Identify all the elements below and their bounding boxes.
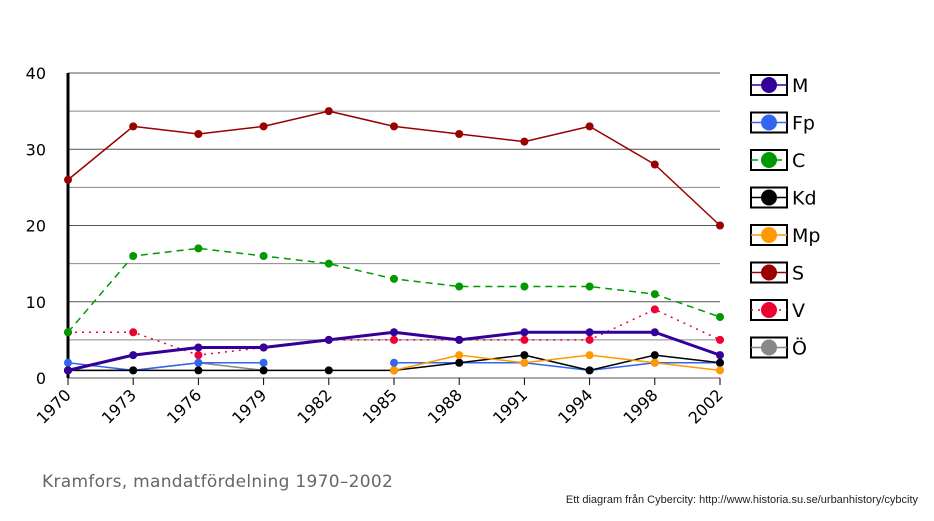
data-point-kd <box>129 366 138 375</box>
data-point-c <box>390 274 398 283</box>
x-tick-label: 1988 <box>424 385 466 427</box>
legend-label-s: S <box>792 263 804 285</box>
y-tick-label: 0 <box>36 369 46 388</box>
chart-caption: Kramfors, mandatfördelning 1970–2002 <box>42 472 394 492</box>
y-tick-label: 20 <box>26 217 46 236</box>
data-point-c <box>324 259 333 268</box>
data-point-v <box>585 335 594 344</box>
x-tick-label: 1982 <box>293 385 335 427</box>
legend-marker-mp <box>761 227 777 243</box>
data-point-c <box>194 244 203 253</box>
data-point-m <box>390 328 398 337</box>
legend-label-kd: Kd <box>792 188 817 210</box>
data-point-m <box>194 343 203 352</box>
data-point-c <box>129 252 138 260</box>
data-point-mp <box>585 351 594 360</box>
data-point-c <box>520 282 529 291</box>
source-credit: Ett diagram från Cybercity: http://www.h… <box>565 494 918 506</box>
x-tick-label: 1973 <box>98 385 140 427</box>
legend-label-c: C <box>792 150 805 172</box>
data-point-s <box>194 130 203 138</box>
data-point-m <box>585 328 594 337</box>
data-point-kd <box>650 351 659 360</box>
x-tick-label: 1985 <box>359 385 401 427</box>
data-point-m <box>520 328 529 337</box>
data-point-m <box>650 328 659 337</box>
data-point-s <box>64 175 72 184</box>
data-point-s <box>324 107 333 116</box>
series-line-fp <box>394 362 720 372</box>
data-point-m <box>716 351 724 360</box>
data-point-c <box>455 282 464 291</box>
data-point-c <box>650 290 659 299</box>
legend-marker-kd <box>761 189 777 206</box>
data-point-m <box>259 343 268 352</box>
data-point-s <box>259 122 268 131</box>
data-point-kd <box>585 366 594 375</box>
legend-marker-s <box>761 264 777 281</box>
legend-label-m: M <box>792 75 808 97</box>
legend-label-s7: Ö <box>792 337 807 360</box>
data-point-mp <box>390 366 398 375</box>
legend-label-v: V <box>792 300 805 322</box>
x-tick-label: 1970 <box>33 385 75 427</box>
x-tick-label: 1976 <box>163 385 205 427</box>
x-tick-label: 1998 <box>619 385 661 427</box>
data-point-kd <box>716 358 724 367</box>
x-tick-label: 1994 <box>554 385 596 427</box>
data-point-mp <box>520 358 529 367</box>
y-tick-label: 30 <box>26 140 46 159</box>
data-point-v <box>129 328 138 337</box>
data-point-v <box>390 335 398 344</box>
data-point-fp <box>64 358 72 367</box>
data-point-fp <box>194 358 203 367</box>
legend-marker-m <box>761 77 777 93</box>
x-tick-label: 1979 <box>228 385 270 427</box>
x-tick-label: 2002 <box>685 385 727 427</box>
data-point-s <box>390 122 398 131</box>
data-point-s <box>455 130 464 138</box>
series-line-mp <box>393 354 721 372</box>
data-point-c <box>716 313 724 321</box>
data-point-c <box>259 252 268 260</box>
data-point-s <box>129 122 138 131</box>
data-point-mp <box>650 358 659 367</box>
data-point-mp <box>716 366 724 375</box>
data-point-mp <box>455 351 464 360</box>
data-point-v <box>520 335 529 344</box>
x-tick-label: 1991 <box>489 385 531 427</box>
data-point-fp <box>259 358 268 367</box>
y-tick-label: 40 <box>26 64 46 83</box>
data-point-v <box>716 335 724 344</box>
series-line-fp <box>67 362 264 372</box>
legend-marker-s7 <box>761 339 777 356</box>
data-point-c <box>585 282 594 291</box>
data-point-v <box>194 351 203 360</box>
data-point-v <box>650 305 659 314</box>
data-point-kd <box>324 366 333 375</box>
legend-label-fp: Fp <box>792 113 815 135</box>
series-line-c <box>67 247 721 333</box>
y-tick-label: 10 <box>26 293 46 312</box>
data-point-s <box>585 122 594 131</box>
legend-marker-v <box>761 302 777 318</box>
data-point-s <box>716 221 724 230</box>
legend-marker-c <box>761 152 777 168</box>
data-point-m <box>129 351 138 360</box>
data-point-m <box>64 366 72 375</box>
legend-label-mp: Mp <box>792 225 820 247</box>
data-point-m <box>324 335 333 344</box>
data-point-kd <box>455 358 464 367</box>
legend-marker-fp <box>761 114 777 131</box>
data-point-fp <box>390 358 398 367</box>
data-point-s <box>650 160 659 169</box>
data-point-kd <box>259 366 268 375</box>
data-point-c <box>64 328 72 337</box>
data-point-kd <box>194 366 203 375</box>
data-point-kd <box>520 351 529 360</box>
data-point-s <box>520 137 529 146</box>
data-point-m <box>455 335 464 344</box>
